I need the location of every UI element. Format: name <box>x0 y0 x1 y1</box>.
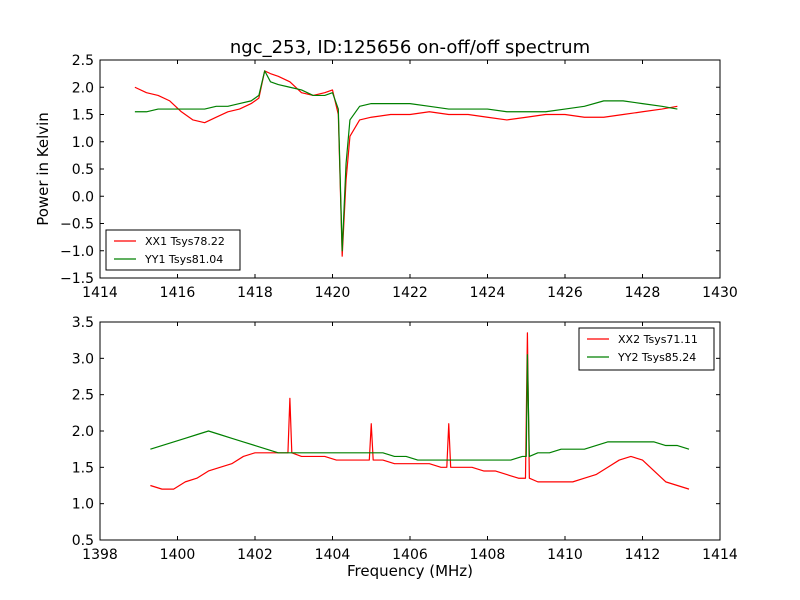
bottom-legend: XX2 Tsys71.11 YY2 Tsys85.24 <box>578 327 715 371</box>
bottom-x-tick-label-2: 1402 <box>237 547 273 563</box>
top-x-tick-label-1: 1416 <box>160 285 196 301</box>
bottom-y-tick-label-6: 3.5 <box>72 315 94 331</box>
bottom-x-tick-label-5: 1408 <box>470 547 506 563</box>
top-ticks-group: 1414 1416 1418 1420 1422 1424 1426 1428 1430 −1.5… <box>60 53 738 301</box>
bottom-ticks-group: 1398 1400 1402 1404 1406 1408 1410 1412 1414 0.5 1… <box>72 315 738 563</box>
bottom-series-group <box>150 332 690 490</box>
bottom-x-tick-label-0: 1398 <box>82 547 118 563</box>
bottom-legend-label-xx2: XX2 Tsys71.11 <box>618 333 698 346</box>
bottom-x-tick-label-6: 1410 <box>547 547 583 563</box>
bottom-y-tick-label-5: 3.0 <box>72 351 94 367</box>
bottom-legend-box <box>578 327 715 371</box>
bottom-x-tick-label-3: 1404 <box>315 547 351 563</box>
top-y-tick-label-5: 1.0 <box>72 135 94 151</box>
top-y-tick-label-1: −1.0 <box>60 244 94 260</box>
top-y-tick-label-8: 2.5 <box>72 53 94 69</box>
top-legend-label-yy1: YY1 Tsys81.04 <box>144 253 223 266</box>
bottom-y-tick-label-3: 2.0 <box>72 424 94 440</box>
top-x-tick-label-8: 1430 <box>702 285 738 301</box>
bottom-y-tick-label-2: 1.5 <box>72 460 94 476</box>
top-y-axis-label: Power in Kelvin <box>34 112 52 226</box>
top-x-tick-label-6: 1426 <box>547 285 583 301</box>
top-y-tick-label-7: 2.0 <box>72 80 94 96</box>
top-series-line-1 <box>134 70 678 252</box>
top-series-group <box>134 70 678 257</box>
top-spectrum-panel: 1414 1416 1418 1420 1422 1424 1426 1428 1430 −1.5… <box>34 53 738 301</box>
top-y-tick-label-2: −0.5 <box>60 217 94 233</box>
bottom-x-tick-label-8: 1414 <box>702 547 738 563</box>
top-x-tick-label-2: 1418 <box>237 285 273 301</box>
top-x-tick-label-4: 1422 <box>392 285 428 301</box>
top-legend-label-xx1: XX1 Tsys78.22 <box>145 235 225 248</box>
top-x-tick-label-0: 1414 <box>82 285 118 301</box>
top-legend: XX1 Tsys78.22 YY1 Tsys81.04 <box>105 229 241 271</box>
top-x-tick-label-7: 1428 <box>625 285 661 301</box>
top-legend-box <box>105 229 241 271</box>
bottom-x-tick-label-1: 1400 <box>160 547 196 563</box>
bottom-plot-frame <box>99 321 721 541</box>
bottom-y-tick-label-1: 1.0 <box>72 497 94 513</box>
top-y-tick-label-4: 0.5 <box>72 162 94 178</box>
figure-title: ngc_253, ID:125656 on-off/off spectrum <box>230 37 590 58</box>
bottom-series-line-0 <box>150 332 690 490</box>
bottom-y-tick-label-4: 2.5 <box>72 388 94 404</box>
top-x-tick-label-5: 1424 <box>470 285 506 301</box>
bottom-x-tick-label-4: 1406 <box>392 547 428 563</box>
top-plot-frame <box>99 59 721 279</box>
bottom-y-tick-label-0: 0.5 <box>72 533 94 549</box>
bottom-series-line-1 <box>150 354 690 461</box>
top-y-tick-label-6: 1.5 <box>72 108 94 124</box>
bottom-x-tick-label-7: 1412 <box>625 547 661 563</box>
bottom-spectrum-panel: 1398 1400 1402 1404 1406 1408 1410 1412 1414 0.5 1… <box>72 315 738 580</box>
bottom-x-axis-label: Frequency (MHz) <box>347 562 473 580</box>
top-y-tick-label-0: −1.5 <box>60 271 94 287</box>
bottom-legend-label-yy2: YY2 Tsys85.24 <box>617 351 696 364</box>
top-x-tick-label-3: 1420 <box>315 285 351 301</box>
top-y-tick-label-3: 0.0 <box>72 189 94 205</box>
